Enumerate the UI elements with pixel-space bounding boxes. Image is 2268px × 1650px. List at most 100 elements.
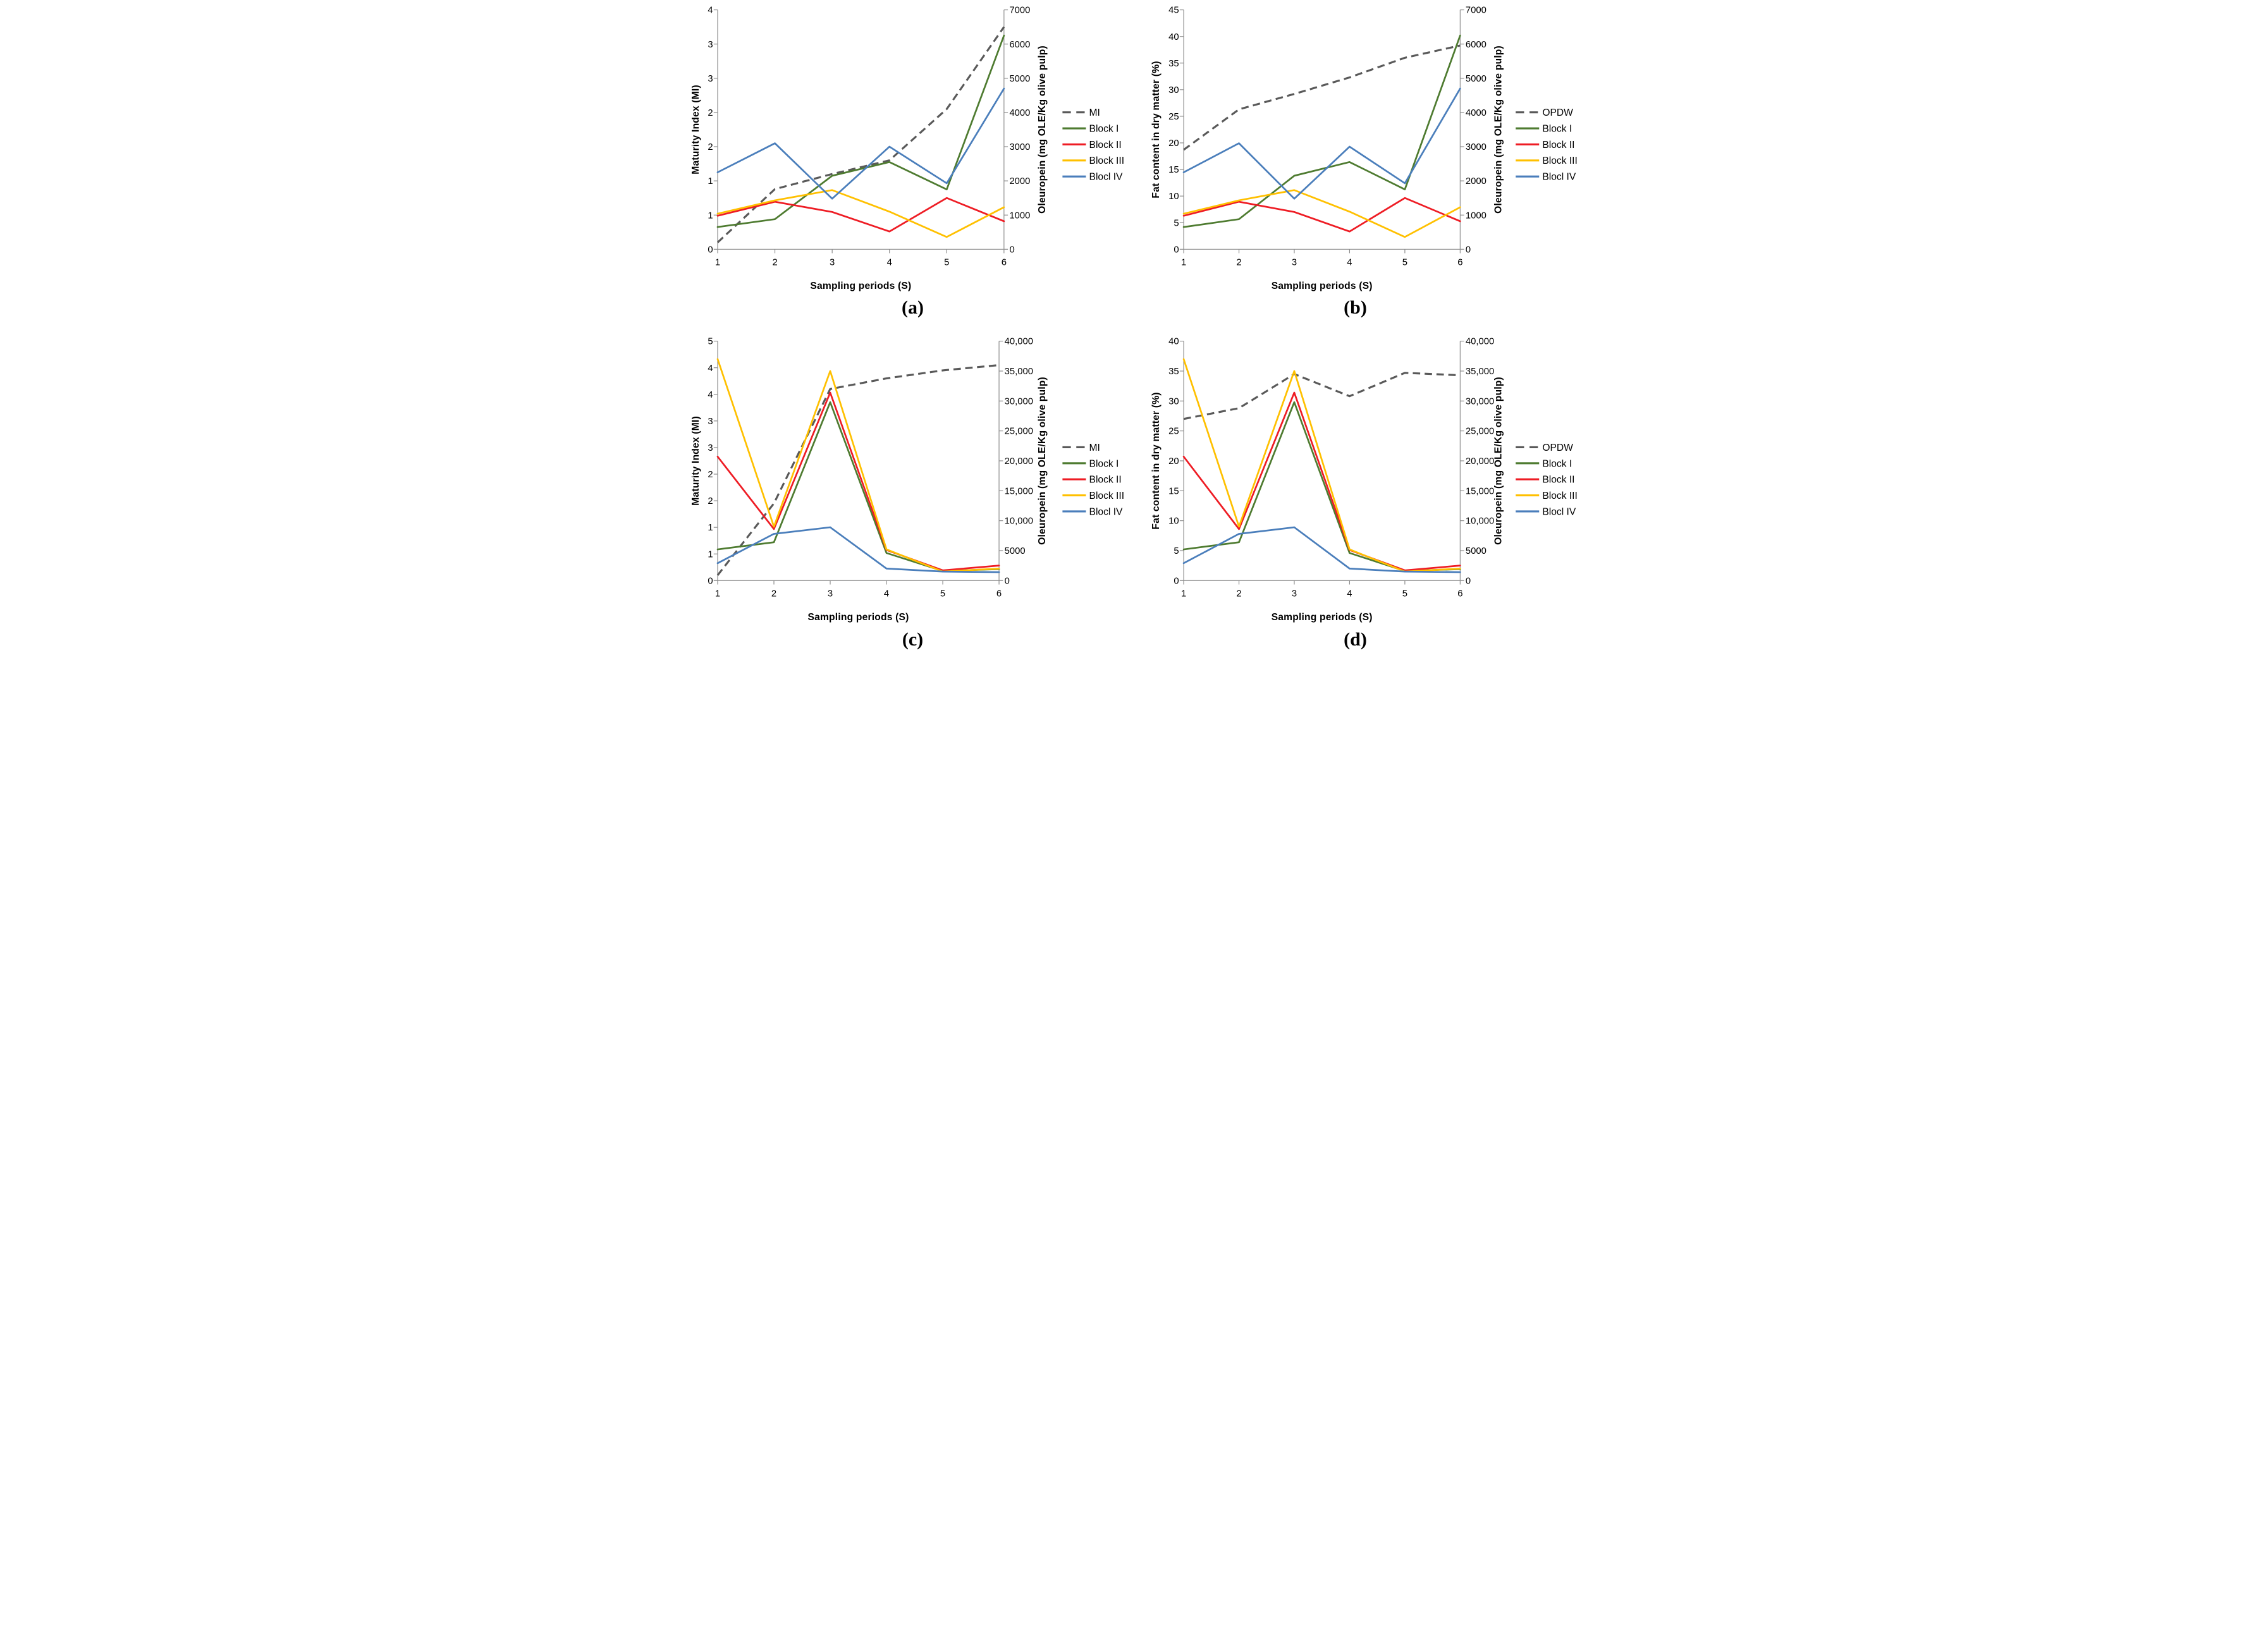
legend-label-block-ii: Block II [1542,475,1574,486]
chart-c-caption: (c) [902,628,924,650]
x-axis-tick-label: 1 [1180,589,1186,599]
legend-label-opdw: OPDW [1542,443,1573,453]
right-axis-tick-label: 15,000 [1465,487,1493,497]
series-line-block-iii [716,358,1000,573]
series-line-blocl-iv [1182,527,1461,573]
right-axis-tick-label: 35,000 [1465,367,1493,377]
right-axis-tick-label: 6000 [1465,40,1486,50]
x-axis-title: Sampling periods (S) [1271,612,1372,623]
legend-label-opdw: OPDW [1542,107,1573,118]
right-axis-tick-label: 1000 [1465,211,1486,221]
left-axis-tick-label: 0 [708,245,713,255]
left-axis-tick-label: 5 [1174,547,1179,557]
right-axis-tick-label: 40,000 [1465,337,1493,347]
left-axis-tick-label: 3 [708,443,713,453]
left-axis-title: Fat content in dry matter (%) [1151,61,1162,198]
right-axis-tick-label: 5000 [1465,74,1486,84]
left-axis-tick-label: 20 [1168,138,1179,149]
legend-label-block-i: Block I [1542,459,1572,470]
right-axis-tick-label: 0 [1004,577,1009,587]
series-line-blocl-iv [716,527,1000,573]
right-axis-tick-label: 20,000 [1004,457,1033,467]
right-axis-tick-label: 4000 [1009,108,1030,118]
chart-a: 0 1 1 2 2 3 3 4 0 1000 2000 3000 4000 5000 6000 7000 1 2 3… [692,0,1134,327]
series-line-blocl-iv [1182,87,1461,200]
left-axis-title: Maturity Index (MI) [692,417,701,506]
legend-label-blocl-iv: Blocl IV [1542,172,1576,183]
x-axis-title: Sampling periods (S) [810,281,911,291]
figure-page: 0 1 1 2 2 3 3 4 0 1000 2000 3000 4000 5000 6000 7000 1 2 3… [691,0,1577,659]
chart-b-caption: (b) [1344,297,1367,319]
series-line-opdw [1182,44,1461,151]
right-axis-tick-label: 0 [1465,245,1470,255]
left-axis-tick-label: 4 [708,6,713,16]
left-axis-tick-label: 5 [1174,218,1179,228]
legend-label-block-ii: Block II [1089,475,1121,486]
legend-label-block-i: Block I [1542,123,1572,134]
right-axis-title: Oleuropein (mg OLE/Kg olive pulp) [1037,46,1048,214]
x-axis-tick-label: 5 [940,589,945,599]
left-axis-tick-label: 1 [708,550,713,560]
right-axis-tick-label: 40,000 [1004,337,1033,347]
left-axis-tick-label: 10 [1168,516,1179,527]
left-axis-tick-label: 5 [708,337,713,347]
x-axis-tick-label: 6 [1457,258,1462,268]
right-axis-tick-label: 0 [1009,245,1014,255]
right-axis-title: Oleuropein (mg OLE/Kg olive pulp) [1037,377,1048,546]
right-axis-tick-label: 7000 [1009,6,1030,16]
x-axis-tick-label: 2 [1236,258,1241,268]
series-line-block-iii [1182,358,1461,573]
right-axis-tick-label: 25,000 [1004,427,1033,437]
right-axis-tick-label: 3000 [1009,142,1030,152]
chart-a-caption: (a) [902,297,924,319]
series-line-block-iii [716,189,1005,238]
x-axis-tick-label: 2 [772,258,777,268]
series-line-block-ii [716,392,1000,572]
right-axis-tick-label: 5000 [1465,547,1486,557]
chart-d-canvas: 05101520253035400500010,00015,00020,0002… [1151,337,1577,623]
x-axis-tick-label: 4 [1347,589,1352,599]
legend-label-blocl-iv: Blocl IV [1089,507,1123,518]
x-axis-title: Sampling periods (S) [807,612,909,623]
left-axis-tick-label: 1 [708,211,713,221]
legend-label-block-i: Block I [1089,123,1119,134]
right-axis-tick-label: 25,000 [1465,427,1493,437]
x-axis-tick-label: 3 [1291,589,1296,599]
chart-d: 0 5 10 15 20 25 30 35 40 0 5000 10,000 15,000 20,000 2… [1134,331,1577,659]
x-axis-tick-label: 1 [714,589,720,599]
legend-label-mi: MI [1089,443,1100,453]
left-axis-tick-label: 45 [1168,6,1179,16]
legend-label-blocl-iv: Blocl IV [1089,172,1123,183]
left-axis-title: Fat content in dry matter (%) [1151,393,1162,530]
left-axis-tick-label: 1 [708,523,713,534]
left-axis-tick-label: 20 [1168,457,1179,467]
x-axis-tick-label: 5 [1402,589,1407,599]
left-axis-tick-label: 15 [1168,487,1179,497]
x-axis-title: Sampling periods (S) [1271,281,1372,291]
right-axis-tick-label: 30,000 [1004,397,1033,407]
x-axis-tick-label: 1 [1180,258,1186,268]
right-axis-tick-label: 6000 [1009,40,1030,50]
right-axis-tick-label: 0 [1465,577,1470,587]
right-axis-tick-label: 30,000 [1465,397,1493,407]
series-line-block-ii [1182,392,1461,572]
right-axis-tick-label: 2000 [1465,176,1486,186]
series-line-block-ii [1182,197,1461,233]
left-axis-tick-label: 35 [1168,59,1179,69]
chart-d-caption: (d) [1344,628,1367,650]
left-axis-tick-label: 2 [708,108,713,118]
left-axis-tick-label: 4 [708,364,713,374]
x-axis-tick-label: 6 [1457,589,1462,599]
left-axis-tick-label: 35 [1168,367,1179,377]
x-axis-tick-label: 4 [886,258,892,268]
chart-c-canvas: 01122334450500010,00015,00020,00025,0003… [692,337,1124,623]
x-axis-tick-label: 3 [1291,258,1296,268]
legend-label-blocl-iv: Blocl IV [1542,507,1576,518]
right-axis-title: Oleuropein (mg OLE/Kg olive pulp) [1493,377,1504,546]
left-axis-tick-label: 1 [708,176,713,186]
right-axis-tick-label: 4000 [1465,108,1486,118]
right-axis-tick-label: 1000 [1009,211,1030,221]
series-line-block-i [1182,34,1461,228]
right-axis-tick-label: 2000 [1009,176,1030,186]
right-axis-tick-label: 35,000 [1004,367,1033,377]
